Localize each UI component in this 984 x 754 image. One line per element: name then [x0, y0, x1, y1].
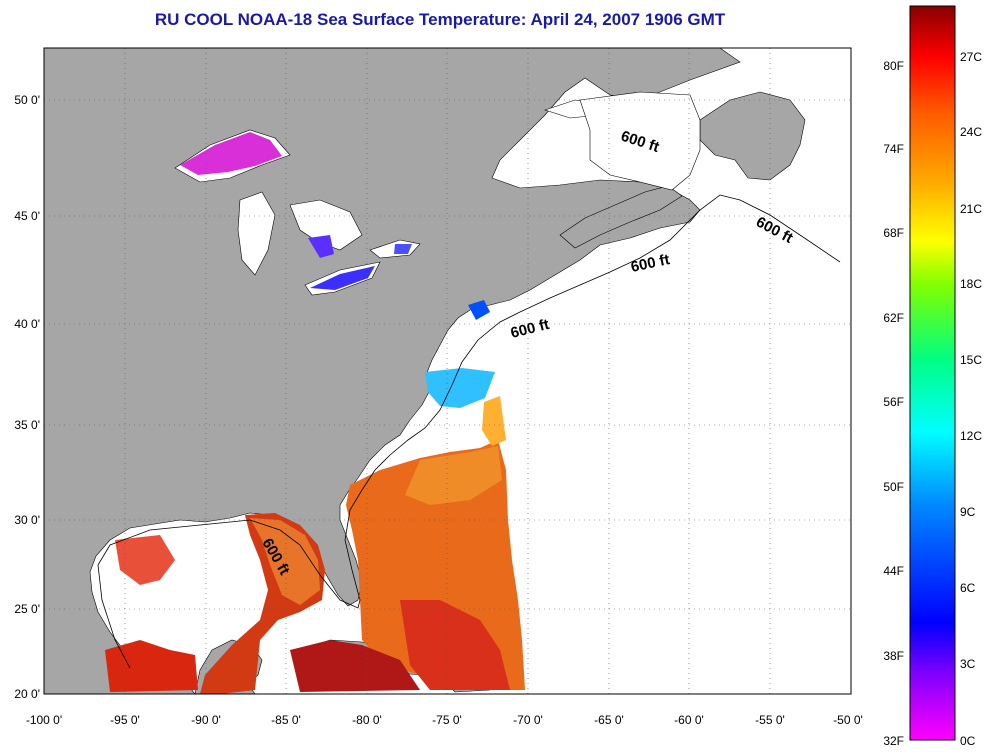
lat-tick-label: 45 0' [14, 209, 40, 223]
lon-tick-label: -65 0' [594, 713, 624, 727]
colorbar-f-labels: 80F 74F 68F 62F 56F 50F 44F 38F 32F [883, 59, 904, 748]
lon-tick-label: -100 0' [26, 713, 62, 727]
sst-patches [105, 132, 525, 694]
lat-tick-label: 30 0' [14, 513, 40, 527]
colorbar-f-label: 50F [883, 480, 904, 494]
colorbar-c-label: 0C [960, 734, 976, 748]
land-newfoundland [699, 91, 806, 181]
colorbar-c-label: 12C [960, 429, 982, 443]
lat-tick-label: 25 0' [14, 602, 40, 616]
lon-axis: -100 0' -95 0' -90 0' -85 0' -80 0' -75 … [26, 713, 863, 727]
lon-tick-label: -55 0' [755, 713, 785, 727]
lon-tick-label: -60 0' [674, 713, 704, 727]
colorbar-f-label: 44F [883, 564, 904, 578]
lon-tick-label: -70 0' [513, 713, 543, 727]
colorbar-f-label: 74F [883, 142, 904, 156]
colorbar-c-label: 3C [960, 657, 976, 671]
lat-tick-label: 20 0' [14, 687, 40, 701]
colorbar-c-label: 21C [960, 202, 982, 216]
colorbar-c-label: 6C [960, 581, 976, 595]
map-frame [43, 47, 852, 695]
isobath-600ft [97, 194, 841, 669]
lon-tick-label: -50 0' [833, 713, 863, 727]
lat-tick-label: 40 0' [14, 317, 40, 331]
lon-tick-label: -90 0' [191, 713, 221, 727]
gulf-st-lawrence [579, 91, 701, 191]
map-title: RU COOL NOAA-18 Sea Surface Temperature:… [154, 10, 726, 29]
colorbar-c-label: 27C [960, 50, 982, 64]
colorbar-f-label: 62F [883, 311, 904, 325]
colorbar-f-label: 68F [883, 226, 904, 240]
colorbar-c-labels: 27C 24C 21C 18C 15C 12C 9C 6C 3C 0C [960, 50, 982, 748]
colorbar-c-label: 24C [960, 125, 982, 139]
land-nova-scotia [559, 185, 683, 249]
colorbar-f-label: 80F [883, 59, 904, 73]
lon-tick-label: -80 0' [352, 713, 382, 727]
lon-tick-label: -75 0' [432, 713, 462, 727]
lon-tick-label: -95 0' [110, 713, 140, 727]
colorbar-c-label: 9C [960, 505, 976, 519]
colorbar-c-label: 18C [960, 277, 982, 291]
lat-tick-label: 35 0' [14, 418, 40, 432]
lat-axis: 50 0' 45 0' 40 0' 35 0' 30 0' 25 0' 20 0… [14, 93, 40, 701]
lat-tick-label: 50 0' [14, 93, 40, 107]
colorbar-f-label: 32F [883, 734, 904, 748]
lon-tick-label: -85 0' [271, 713, 301, 727]
colorbar-c-label: 15C [960, 353, 982, 367]
colorbar-f-label: 38F [883, 649, 904, 663]
colorbar [909, 5, 956, 741]
colorbar-f-label: 56F [883, 395, 904, 409]
land-north-america [43, 47, 741, 695]
